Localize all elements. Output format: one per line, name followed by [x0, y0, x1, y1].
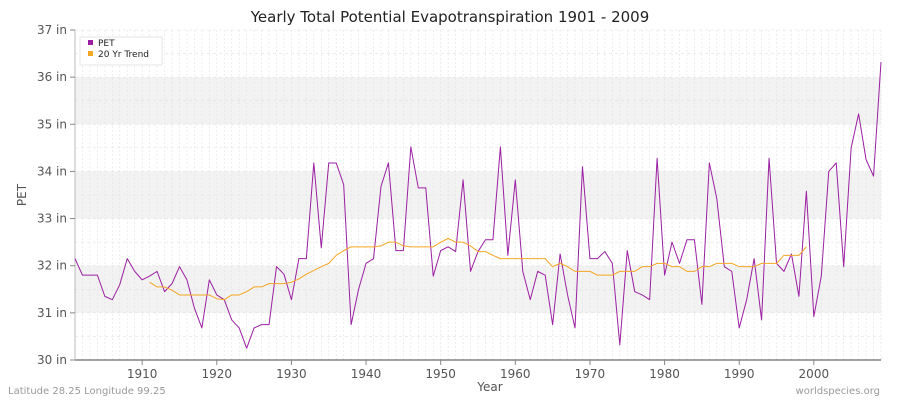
- footer-location: Latitude 28.25 Longitude 99.25: [8, 386, 166, 397]
- x-tick-label: 2000: [799, 367, 830, 381]
- y-tick-label: 37 in: [37, 23, 67, 37]
- x-tick-label: 1910: [127, 367, 158, 381]
- x-tick-label: 1930: [276, 367, 307, 381]
- y-axis-label: PET: [15, 183, 29, 206]
- y-tick-label: 36 in: [37, 70, 67, 84]
- y-tick-label: 34 in: [37, 164, 67, 178]
- legend: PET 20 Yr Trend: [79, 36, 163, 66]
- legend-swatch-pet: [88, 40, 93, 45]
- y-tick-label: 35 in: [37, 117, 67, 131]
- y-tick-label: 31 in: [37, 306, 67, 320]
- legend-label-pet: PET: [98, 39, 115, 49]
- x-tick-label: 1970: [575, 367, 606, 381]
- chart-title: Yearly Total Potential Evapotranspiratio…: [250, 8, 650, 26]
- legend-label-trend: 20 Yr Trend: [98, 50, 149, 60]
- y-tick-label: 32 in: [37, 259, 67, 273]
- y-axis-ticks: 30 in 31 in 32 in 33 in 34 in 35 in 36 in 37 in: [37, 23, 75, 367]
- y-tick-label: 30 in: [37, 353, 67, 367]
- axes: [74, 30, 881, 361]
- y-tick-label: 33 in: [37, 212, 67, 226]
- x-tick-label: 1980: [649, 367, 680, 381]
- x-axis-label: Year: [476, 380, 502, 394]
- x-tick-label: 1950: [425, 367, 456, 381]
- legend-box: [79, 36, 163, 66]
- footer-credit: worldspecies.org: [796, 386, 880, 397]
- x-tick-label: 1940: [351, 367, 382, 381]
- x-tick-label: 1920: [202, 367, 233, 381]
- x-tick-label: 1990: [724, 367, 755, 381]
- series-line-trend: [149, 237, 807, 301]
- grid: [75, 29, 882, 361]
- x-axis-ticks: 1910 1920 1930 1940 1950 1960 1970 1980 1990 2000: [127, 360, 829, 381]
- x-tick-label: 1960: [500, 367, 531, 381]
- legend-swatch-trend: [88, 51, 93, 56]
- series-lines: [74, 62, 882, 349]
